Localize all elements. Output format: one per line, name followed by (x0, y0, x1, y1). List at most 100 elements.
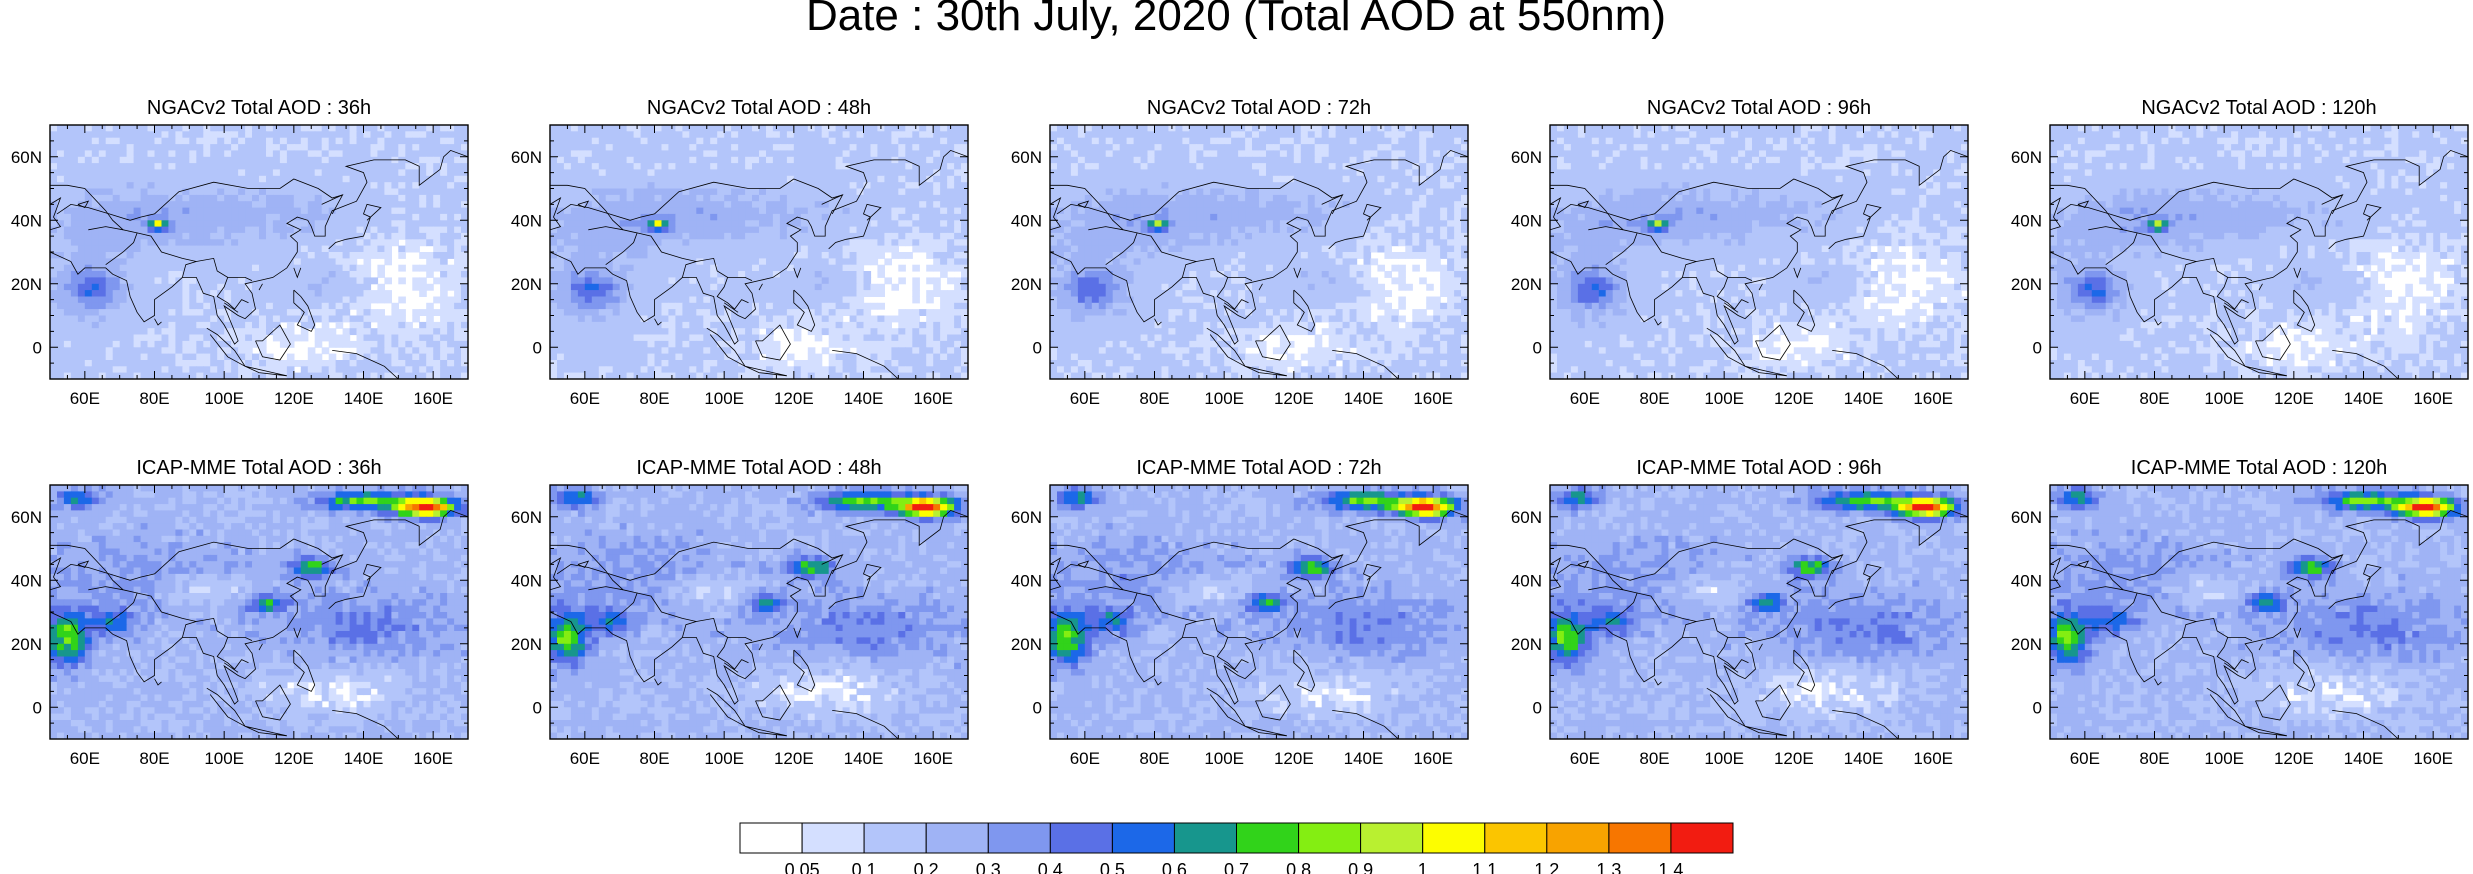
colorbar-swatch (1360, 822, 1424, 854)
lat-tick-label: 0 (1533, 338, 1542, 357)
lat-tick-label: 60N (1511, 508, 1542, 527)
lon-tick-label: 120E (1774, 389, 1814, 408)
lon-tick-label: 100E (704, 389, 744, 408)
lon-tick-label: 120E (774, 749, 814, 768)
colorbar-label: 1.4 (1658, 860, 1683, 874)
lon-tick-label: 60E (2070, 389, 2100, 408)
axis-ticks: 60E 80E 100E 120E 140E 160E 60N 40N 20N 0 (511, 484, 969, 768)
lon-tick-label: 160E (2413, 389, 2453, 408)
lat-tick-label: 20N (511, 275, 542, 294)
axis-ticks: 60E 80E 100E 120E 140E 160E 60N 40N 20N 0 (1511, 484, 1969, 768)
colorbar-swatch (1298, 822, 1362, 854)
map-panel: ICAP-MME Total AOD : 72h 60E 80E 100E 120E 14… (1011, 457, 1469, 768)
lon-tick-label: 120E (774, 389, 814, 408)
lat-tick-label: 0 (2033, 338, 2042, 357)
axis-ticks: 60E 80E 100E 120E 140E 160E 60N 40N 20N 0 (511, 124, 969, 408)
lat-tick-label: 40N (511, 571, 542, 590)
colorbar-swatch (1049, 822, 1113, 854)
colorbar-swatch (1422, 822, 1486, 854)
lon-tick-label: 160E (1913, 749, 1953, 768)
lat-tick-label: 40N (11, 211, 42, 230)
panel-title: NGACv2 Total AOD : 120h (2141, 97, 2376, 119)
colorbar-swatch (863, 822, 927, 854)
lat-tick-label: 20N (11, 275, 42, 294)
aod-field (50, 485, 468, 739)
lat-tick-label: 20N (1011, 635, 1042, 654)
colorbar-swatch (1236, 822, 1300, 854)
aod-field (550, 485, 968, 739)
lon-tick-label: 60E (1570, 749, 1600, 768)
lat-tick-label: 0 (1033, 338, 1042, 357)
map-panel: ICAP-MME Total AOD : 96h 60E 80E 100E 120E 14… (1511, 457, 1969, 768)
axis-ticks: 60E 80E 100E 120E 140E 160E 60N 40N 20N 0 (1011, 484, 1469, 768)
colorbar-label: 0.9 (1348, 860, 1373, 874)
axis-ticks: 60E 80E 100E 120E 140E 160E 60N 40N 20N 0 (2011, 484, 2469, 768)
colorbar-label: 1.2 (1534, 860, 1559, 874)
panel-title: NGACv2 Total AOD : 96h (1647, 97, 1871, 119)
aod-field (2050, 125, 2468, 379)
aod-field (1050, 125, 1468, 379)
lon-tick-label: 140E (344, 389, 384, 408)
lat-tick-label: 0 (2033, 698, 2042, 717)
aod-colorbar: 0.05 0.1 0.2 0.3 0.4 0.5 0.6 0.7 0.8 0.9 1 1.1 1.2 1.… (739, 822, 1734, 874)
lat-tick-label: 20N (1511, 275, 1542, 294)
lat-tick-label: 60N (1011, 508, 1042, 527)
colorbar-label: 0.4 (1038, 860, 1063, 874)
lat-tick-label: 0 (33, 698, 42, 717)
lon-tick-label: 80E (1639, 389, 1669, 408)
lon-tick-label: 160E (413, 749, 453, 768)
lat-tick-label: 40N (1011, 211, 1042, 230)
lat-tick-label: 20N (2011, 275, 2042, 294)
lon-tick-label: 80E (139, 749, 169, 768)
map-panel: ICAP-MME Total AOD : 48h 60E 80E 100E 120E 14… (511, 457, 969, 768)
lat-tick-label: 20N (511, 635, 542, 654)
coastlines (1050, 149, 1468, 379)
axis-ticks: 60E 80E 100E 120E 140E 160E 60N 40N 20N 0 (2011, 124, 2469, 408)
map-panel: NGACv2 Total AOD : 36h 60E 80E 100E 120E 140E… (11, 97, 469, 408)
lat-tick-label: 60N (1511, 148, 1542, 167)
coastlines (550, 509, 968, 739)
lon-tick-label: 80E (639, 749, 669, 768)
axis-ticks: 60E 80E 100E 120E 140E 160E 60N 40N 20N 0 (11, 484, 469, 768)
lon-tick-label: 140E (2344, 749, 2384, 768)
lon-tick-label: 100E (2204, 749, 2244, 768)
lat-tick-label: 0 (33, 338, 42, 357)
colorbar-label: 0.8 (1286, 860, 1311, 874)
coastlines (2050, 149, 2468, 379)
panel-title: NGACv2 Total AOD : 48h (647, 97, 871, 119)
aod-field (1550, 485, 1968, 739)
lat-tick-label: 40N (2011, 571, 2042, 590)
lon-tick-label: 120E (2274, 749, 2314, 768)
panel-title: ICAP-MME Total AOD : 36h (136, 457, 381, 479)
colorbar-label: 1 (1418, 860, 1428, 874)
colorbar-label: 0.1 (852, 860, 877, 874)
lon-tick-label: 100E (1704, 749, 1744, 768)
lon-tick-label: 60E (1070, 749, 1100, 768)
lat-tick-label: 60N (11, 508, 42, 527)
colorbar-swatch (925, 822, 989, 854)
panel-title: ICAP-MME Total AOD : 120h (2131, 457, 2387, 479)
panel-title: ICAP-MME Total AOD : 72h (1136, 457, 1381, 479)
lon-tick-label: 60E (70, 389, 100, 408)
colorbar-label: 1.3 (1596, 860, 1621, 874)
lon-tick-label: 80E (1639, 749, 1669, 768)
lat-tick-label: 60N (511, 508, 542, 527)
aod-field (2050, 485, 2468, 739)
lat-tick-label: 0 (533, 338, 542, 357)
lat-tick-label: 40N (1011, 571, 1042, 590)
colorbar-label: 0.2 (914, 860, 939, 874)
aod-field (550, 125, 968, 379)
lon-tick-label: 160E (913, 749, 953, 768)
colorbar-label: 0.6 (1162, 860, 1187, 874)
lon-tick-label: 100E (1704, 389, 1744, 408)
map-panel: ICAP-MME Total AOD : 120h 60E 80E 100E 120E 1… (2011, 457, 2469, 768)
lon-tick-label: 140E (844, 389, 884, 408)
colorbar-swatch (1608, 822, 1672, 854)
lon-tick-label: 60E (70, 749, 100, 768)
lon-tick-label: 140E (844, 749, 884, 768)
colorbar-swatch (1173, 822, 1238, 854)
map-panels: NGACv2 Total AOD : 36h 60E 80E 100E 120E 140E… (11, 97, 2469, 768)
lon-tick-label: 80E (2139, 389, 2169, 408)
lon-tick-label: 140E (1844, 749, 1884, 768)
